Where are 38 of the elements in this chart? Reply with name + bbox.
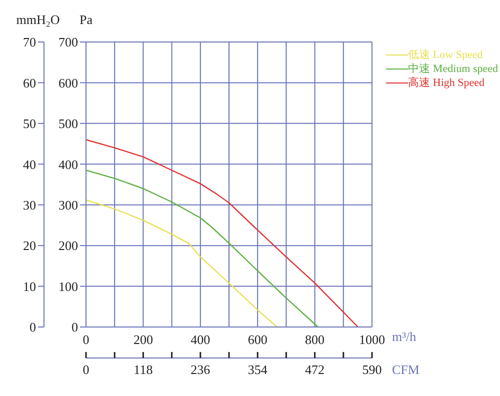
y-tick-label: 100 [58, 278, 78, 294]
y2-tick-label: 0 [30, 320, 36, 335]
y-tick-label: 600 [58, 75, 78, 90]
x-tick-label: 400 [190, 332, 210, 348]
y-tick-label: 200 [58, 238, 78, 254]
x-tick-label: 800 [305, 332, 325, 348]
legend-label: 低速 Low Speed [408, 48, 483, 62]
y2-tick-label: 20 [23, 238, 36, 254]
x2-axis-title: CFM [392, 362, 420, 377]
y2-tick-label: 40 [23, 156, 36, 172]
x-tick-label: 1000 [359, 332, 385, 348]
y-tick-label: 300 [58, 197, 78, 212]
y-tick-label: 700 [58, 34, 78, 50]
x-tick-label: 600 [248, 332, 268, 348]
y-tick-label: 400 [58, 156, 78, 172]
y2-tick-label: 30 [23, 197, 36, 212]
y2-tick-label: 50 [23, 116, 36, 132]
x-axis-title: m³/h [392, 329, 417, 344]
y2-tick-label: 60 [23, 75, 36, 90]
legend-label: 中速 Medium speed [408, 62, 498, 76]
y2-tick-label: 10 [23, 278, 36, 294]
y-axis-title: Pa [80, 12, 93, 27]
y-tick-label: 500 [58, 116, 78, 132]
x2-tick-label: 236 [190, 362, 211, 377]
x-tick-label: 0 [82, 332, 90, 348]
x-tick-label: 200 [133, 332, 153, 348]
x2-tick-label: 118 [134, 362, 153, 377]
x2-tick-label: 590 [362, 362, 382, 377]
y2-tick-label: 70 [23, 34, 36, 50]
line-series [86, 199, 278, 327]
y2-axis-title: mmH₂O [16, 12, 60, 27]
line-series [86, 170, 319, 327]
x2-tick-label: 472 [305, 362, 325, 377]
line-series [86, 139, 359, 327]
y-tick-label: 0 [72, 320, 78, 335]
x2-tick-label: 354 [248, 362, 268, 377]
legend-label: 高速 High Speed [408, 76, 485, 90]
x2-tick-label: 0 [82, 362, 90, 377]
